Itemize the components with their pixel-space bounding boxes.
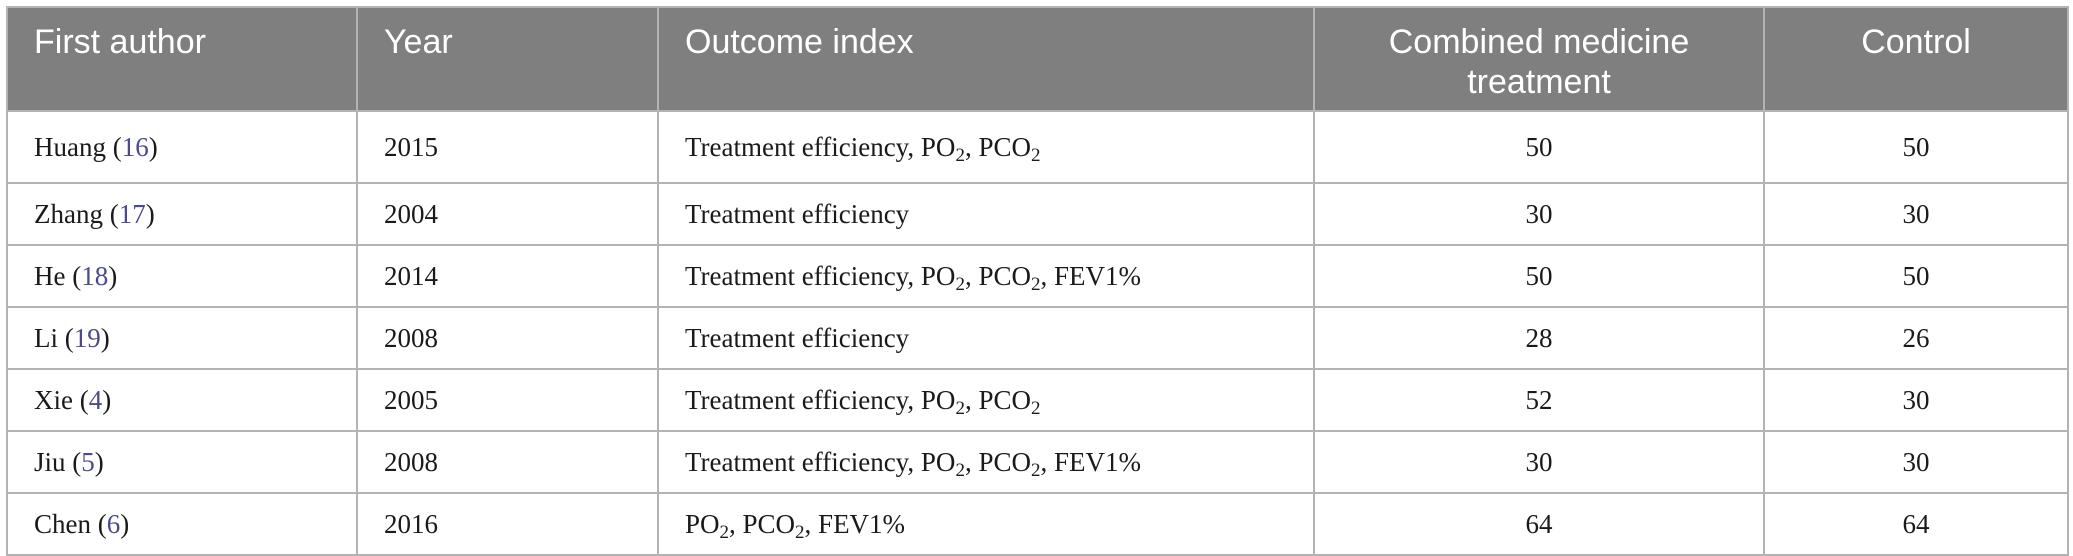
table-row: Li (19) 2008 Treatment efficiency 28 26 xyxy=(6,306,2069,370)
study-table: First author Year Outcome index Combined… xyxy=(6,6,2069,556)
cell-first-author: Chen (6) xyxy=(6,492,358,556)
cell-outcome-index: Treatment efficiency, PO2, PCO2, FEV1% xyxy=(657,430,1315,494)
header-outcome-index: Outcome index xyxy=(657,6,1315,112)
author-name: Li xyxy=(34,322,58,353)
cell-combined-treatment: 30 xyxy=(1313,182,1765,246)
cell-year: 2014 xyxy=(356,244,659,308)
reference-link[interactable]: 16 xyxy=(121,131,149,162)
table-row: Xie (4) 2005 Treatment efficiency, PO2, PC… xyxy=(6,368,2069,432)
cell-year: 2015 xyxy=(356,110,659,184)
cell-control: 50 xyxy=(1763,244,2069,308)
cell-year: 2016 xyxy=(356,492,659,556)
cell-year: 2008 xyxy=(356,306,659,370)
author-name: Chen xyxy=(34,508,91,539)
cell-first-author: Zhang (17) xyxy=(6,182,358,246)
table-row: Jiu (5) 2008 Treatment efficiency, PO2, PC… xyxy=(6,430,2069,494)
cell-combined-treatment: 52 xyxy=(1313,368,1765,432)
author-name: Jiu xyxy=(34,446,66,477)
reference-link[interactable]: 19 xyxy=(73,322,101,353)
table-row: Zhang (17) 2004 Treatment efficiency 30 30 xyxy=(6,182,2069,246)
reference-link[interactable]: 6 xyxy=(106,508,121,539)
cell-outcome-index: Treatment efficiency, PO2, PCO2 xyxy=(657,110,1315,184)
header-row: First author Year Outcome index Combined… xyxy=(6,6,2069,112)
header-control: Control xyxy=(1763,6,2069,112)
cell-outcome-index: PO2, PCO2, FEV1% xyxy=(657,492,1315,556)
cell-first-author: Xie (4) xyxy=(6,368,358,432)
cell-first-author: Huang (16) xyxy=(6,110,358,184)
header-year: Year xyxy=(356,6,659,112)
cell-outcome-index: Treatment efficiency xyxy=(657,182,1315,246)
cell-outcome-index: Treatment efficiency xyxy=(657,306,1315,370)
cell-first-author: Li (19) xyxy=(6,306,358,370)
cell-first-author: He (18) xyxy=(6,244,358,308)
reference-link[interactable]: 17 xyxy=(118,198,146,229)
cell-combined-treatment: 28 xyxy=(1313,306,1765,370)
cell-control: 30 xyxy=(1763,368,2069,432)
header-combined-treatment: Combined medicine treatment xyxy=(1313,6,1765,112)
author-name: Huang xyxy=(34,131,106,162)
cell-outcome-index: Treatment efficiency, PO2, PCO2, FEV1% xyxy=(657,244,1315,308)
table-row: He (18) 2014 Treatment efficiency, PO2, PC… xyxy=(6,244,2069,308)
author-name: He xyxy=(34,260,66,291)
cell-control: 30 xyxy=(1763,430,2069,494)
table-container: First author Year Outcome index Combined… xyxy=(6,6,2069,556)
author-name: Zhang xyxy=(34,198,103,229)
cell-control: 64 xyxy=(1763,492,2069,556)
table-row: Huang (16) 2015 Treatment efficiency, PO2,… xyxy=(6,110,2069,184)
reference-link[interactable]: 5 xyxy=(81,446,95,477)
cell-combined-treatment: 50 xyxy=(1313,110,1765,184)
cell-control: 26 xyxy=(1763,306,2069,370)
author-name: Xie xyxy=(34,384,73,415)
cell-outcome-index: Treatment efficiency, PO2, PCO2 xyxy=(657,368,1315,432)
cell-combined-treatment: 30 xyxy=(1313,430,1765,494)
cell-first-author: Jiu (5) xyxy=(6,430,358,494)
header-first-author: First author xyxy=(6,6,358,112)
cell-control: 50 xyxy=(1763,110,2069,184)
cell-combined-treatment: 50 xyxy=(1313,244,1765,308)
cell-combined-treatment: 64 xyxy=(1313,492,1765,556)
cell-control: 30 xyxy=(1763,182,2069,246)
cell-year: 2004 xyxy=(356,182,659,246)
reference-link[interactable]: 4 xyxy=(88,384,103,415)
reference-link[interactable]: 18 xyxy=(81,260,109,291)
cell-year: 2008 xyxy=(356,430,659,494)
cell-year: 2005 xyxy=(356,368,659,432)
table-row: Chen (6) 2016 PO2, PCO2, FEV1% 64 64 xyxy=(6,492,2069,556)
